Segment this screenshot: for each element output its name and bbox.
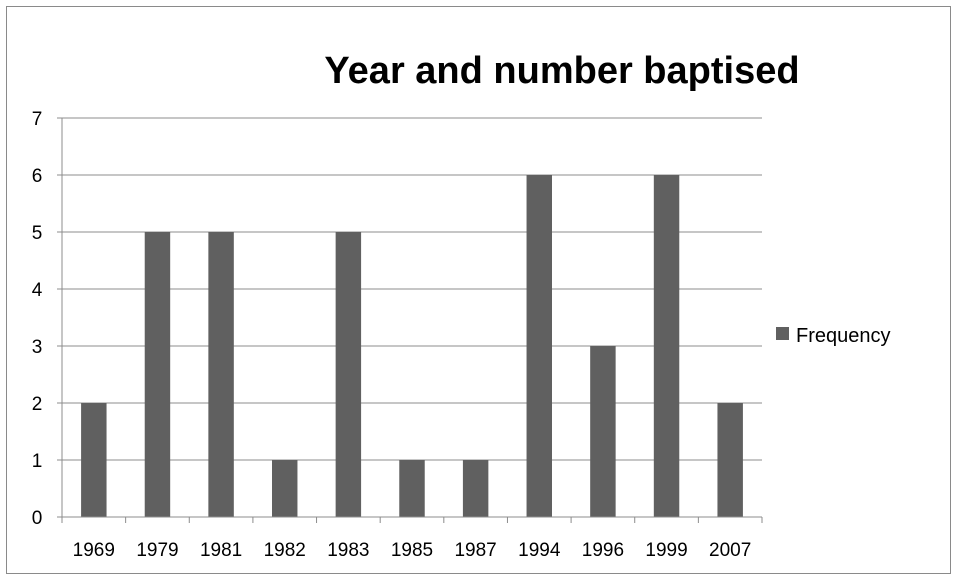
bar-1987: [462, 460, 489, 517]
legend-swatch: [776, 327, 789, 340]
y-tick-label: 4: [32, 280, 43, 301]
y-tick-label: 2: [32, 394, 43, 415]
legend-label: Frequency: [796, 325, 891, 347]
x-tick-label: 1981: [200, 540, 242, 561]
x-tick-label: 1994: [518, 540, 561, 561]
bar-1969: [81, 403, 107, 517]
bar-1982: [272, 460, 298, 517]
legend: Frequency: [776, 325, 891, 347]
bar-1983: [335, 232, 362, 517]
y-tick-label: 0: [32, 508, 43, 529]
y-tick-label: 5: [32, 223, 43, 244]
y-tick-label: 1: [32, 451, 43, 472]
bar-1979: [144, 232, 171, 517]
gridlines: [62, 117, 762, 461]
x-tick-label: 1979: [136, 540, 178, 561]
bar-1999: [653, 175, 680, 517]
x-tick-label: 2007: [709, 540, 751, 561]
x-tick-label: 1982: [264, 540, 306, 561]
x-tick-label: 1999: [645, 540, 687, 561]
y-tick-label: 7: [32, 109, 43, 130]
x-tick-label: 1983: [327, 540, 369, 561]
axes: [57, 117, 763, 523]
bar-1996: [590, 346, 616, 517]
x-axis-tick-labels: 1969 1979 1981 1982 1983 1985 1987 1994 1996 1999…: [73, 540, 752, 561]
y-tick-label: 6: [32, 166, 43, 187]
y-axis-tick-labels: 0 1 2 3 4 5 6 7: [32, 109, 43, 529]
bar-2007: [717, 403, 743, 517]
bar-1994: [526, 175, 552, 517]
x-tick-label: 1985: [391, 540, 433, 561]
bar-1981: [208, 232, 234, 517]
bar-1985: [399, 460, 425, 517]
x-tick-label: 1969: [73, 540, 115, 561]
y-tick-label: 3: [32, 337, 43, 358]
chart-title: Year and number baptised: [324, 50, 799, 92]
x-tick-label: 1996: [582, 540, 624, 561]
bars: [81, 175, 743, 517]
x-tick-label: 1987: [454, 540, 496, 561]
